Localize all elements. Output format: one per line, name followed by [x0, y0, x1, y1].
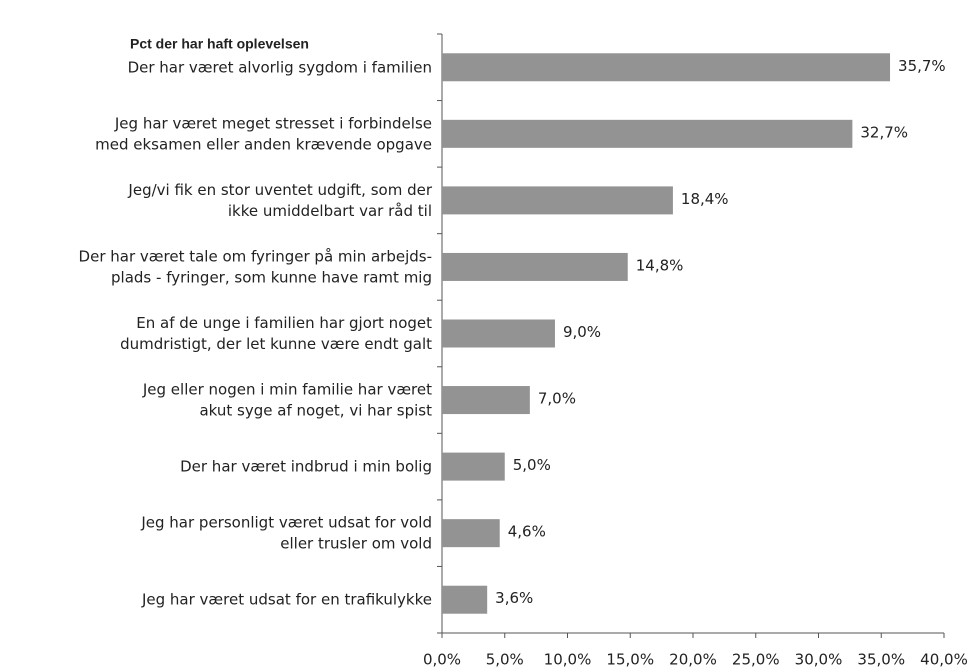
x-tick-label: 0,0% — [423, 651, 461, 669]
y-tick-label-line: med eksamen eller anden krævende opgave — [95, 135, 432, 153]
x-tick-label: 20,0% — [669, 651, 717, 669]
bar — [442, 452, 505, 481]
bar — [442, 119, 853, 148]
bar — [442, 53, 891, 82]
y-tick-label: Jeg eller nogen i min familie har været a… — [142, 380, 432, 419]
y-tick-label: Der har været tale om fyringer på min ar… — [79, 247, 432, 286]
value-label: 4,6% — [508, 523, 546, 541]
y-tick-label-line: Der har været tale om fyringer på min ar… — [79, 247, 432, 265]
y-tick-label-line: Jeg har personligt været udsat for vold — [140, 513, 432, 531]
y-tick-label-line: Der har været alvorlig sygdom i familien — [128, 58, 432, 76]
x-tick-label: 10,0% — [544, 651, 592, 669]
value-label: 35,7% — [898, 57, 946, 75]
y-tick-label: Der har været alvorlig sygdom i familien — [128, 58, 432, 76]
bar — [442, 386, 530, 415]
y-tick-label-line: eller trusler om vold — [280, 534, 432, 552]
value-label: 14,8% — [636, 256, 684, 274]
value-label: 7,0% — [538, 390, 576, 408]
x-tick-label: 25,0% — [732, 651, 780, 669]
bar — [442, 186, 673, 215]
y-tick-label-line: plads - fyringer, som kunne have ramt mi… — [111, 268, 432, 286]
y-tick-label-line: En af de unge i familien har gjort noget — [136, 314, 432, 332]
chart-title: Pct der har haft oplevelsen — [130, 36, 309, 52]
y-tick-label-line: dumdristigt, der let kunne være endt gal… — [120, 335, 432, 353]
x-tick-label: 30,0% — [795, 651, 843, 669]
y-tick-label-line: akut syge af noget, vi har spist — [199, 401, 432, 419]
bar — [442, 252, 628, 281]
x-tick-label: 15,0% — [606, 651, 654, 669]
bar — [442, 319, 555, 348]
y-tick-label: Jeg/vi fik en stor uventet udgift, som d… — [127, 180, 432, 219]
y-tick-label: En af de unge i familien har gjort noget… — [120, 314, 432, 353]
y-tick-label-line: ikke umiddelbart var råd til — [228, 201, 432, 219]
y-tick-label: Jeg har personligt været udsat for vold e… — [140, 513, 432, 552]
value-label: 3,6% — [495, 589, 533, 607]
y-tick-label: Jeg har været udsat for en trafikulykke — [141, 590, 432, 608]
value-label: 5,0% — [513, 456, 551, 474]
x-tick-label: 40,0% — [920, 651, 968, 669]
y-tick-label-line: Jeg eller nogen i min familie har været — [142, 380, 432, 398]
value-label: 18,4% — [681, 190, 729, 208]
y-tick-label: Der har været indbrud i min bolig — [180, 457, 432, 475]
value-label: 32,7% — [860, 123, 908, 141]
y-tick-label-line: Jeg har været udsat for en trafikulykke — [141, 590, 432, 608]
x-tick-label: 5,0% — [486, 651, 524, 669]
y-tick-label: Jeg har været meget stresset i forbindel… — [95, 114, 432, 153]
value-label: 9,0% — [563, 323, 601, 341]
bar — [442, 519, 500, 548]
bar — [442, 585, 488, 614]
y-tick-label-line: Der har været indbrud i min bolig — [180, 457, 432, 475]
y-tick-label-line: Jeg/vi fik en stor uventet udgift, som d… — [127, 180, 432, 198]
y-tick-label-line: Jeg har været meget stresset i forbindel… — [114, 114, 432, 132]
x-tick-label: 35,0% — [857, 651, 905, 669]
